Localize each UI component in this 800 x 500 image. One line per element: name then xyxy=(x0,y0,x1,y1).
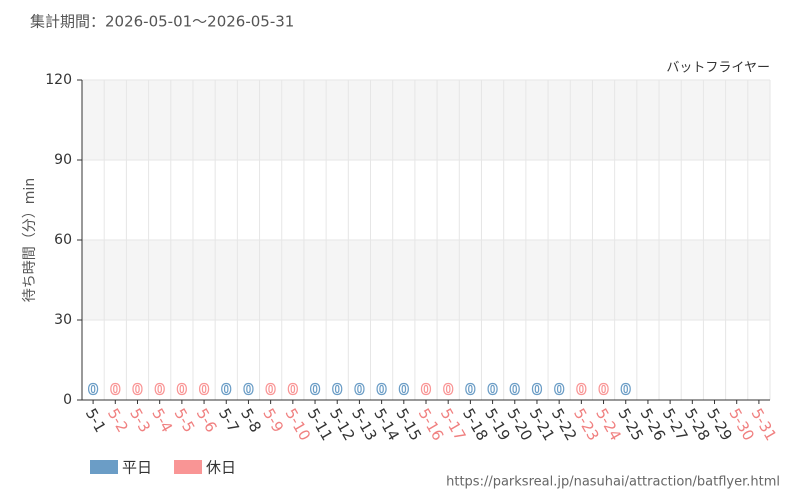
value-label: 0 xyxy=(510,381,520,399)
value-label: 0 xyxy=(199,381,209,399)
value-label: 0 xyxy=(487,381,497,399)
x-tick-label: 5-8 xyxy=(237,405,265,435)
value-label: 0 xyxy=(154,381,164,399)
value-label: 0 xyxy=(88,381,98,399)
value-label: 0 xyxy=(621,381,631,399)
value-label: 0 xyxy=(221,381,231,399)
chart-subtitle: バットフライヤー xyxy=(666,61,770,76)
legend-label: 平日 xyxy=(122,459,152,477)
value-label: 0 xyxy=(532,381,542,399)
value-label: 0 xyxy=(332,381,342,399)
value-label: 0 xyxy=(399,381,409,399)
y-axis-title: 待ち時間（分）min xyxy=(22,178,38,302)
x-tick-label: 5-7 xyxy=(215,405,243,435)
y-tick-label: 90 xyxy=(54,152,72,168)
value-label: 0 xyxy=(265,381,275,399)
x-tick-label: 5-4 xyxy=(148,405,176,435)
value-label: 0 xyxy=(310,381,320,399)
legend-swatch xyxy=(90,460,118,474)
value-label: 0 xyxy=(598,381,608,399)
value-label: 0 xyxy=(110,381,120,399)
x-tick-label: 5-6 xyxy=(193,405,221,435)
y-tick-label: 30 xyxy=(54,312,72,328)
legend-swatch xyxy=(174,460,203,474)
value-label: 0 xyxy=(288,381,298,399)
value-label: 0 xyxy=(554,381,564,399)
value-label: 0 xyxy=(354,381,364,399)
x-tick-label: 5-2 xyxy=(104,405,132,435)
x-tick-label: 5-9 xyxy=(259,405,287,435)
y-tick-label: 0 xyxy=(63,392,72,408)
plot-band xyxy=(82,80,770,160)
value-label: 0 xyxy=(576,381,586,399)
plot-band xyxy=(82,240,770,320)
x-tick-label: 5-3 xyxy=(126,405,154,435)
y-tick-label: 120 xyxy=(45,72,72,88)
source: https://parksreal.jp/nasuhai/attraction/… xyxy=(446,475,780,490)
x-tick-label: 5-1 xyxy=(82,405,110,435)
value-label: 0 xyxy=(376,381,386,399)
value-label: 0 xyxy=(443,381,453,399)
value-label: 0 xyxy=(177,381,187,399)
x-tick-label: 5-5 xyxy=(171,405,199,435)
value-label: 0 xyxy=(465,381,475,399)
chart-title: 集計期間：2026-05-01～2026-05-31 xyxy=(30,13,294,31)
legend-label: 休日 xyxy=(206,459,236,477)
y-tick-label: 60 xyxy=(54,232,72,248)
value-label: 0 xyxy=(243,381,253,399)
value-label: 0 xyxy=(132,381,142,399)
value-label: 0 xyxy=(421,381,431,399)
